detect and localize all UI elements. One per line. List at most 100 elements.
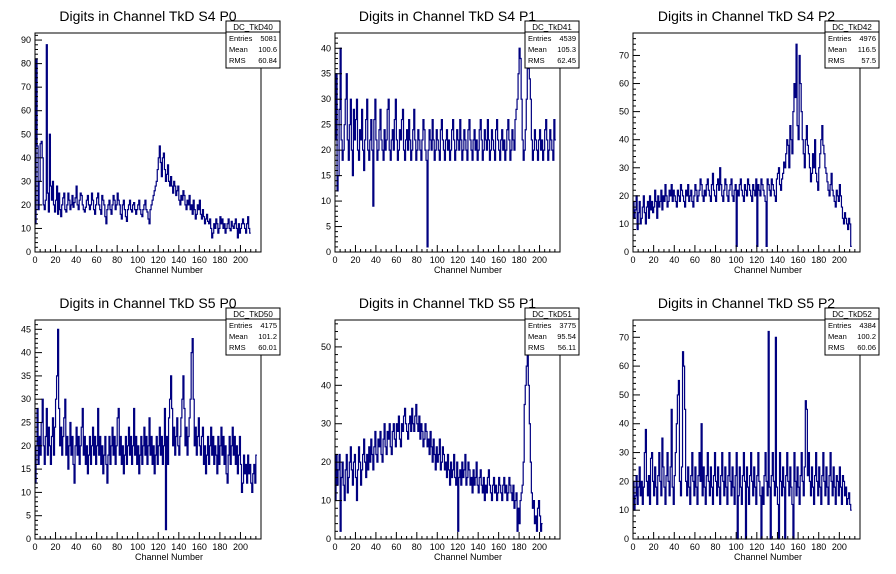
y-tick-label: 5 bbox=[326, 222, 331, 232]
chart-title: Digits in Channel TkD S5 P2 bbox=[658, 295, 835, 311]
y-tick-label: 20 bbox=[21, 200, 31, 210]
stats-value: 100.6 bbox=[258, 45, 277, 54]
stats-value: 101.2 bbox=[258, 332, 277, 341]
stats-box: DC_TkD40 Entries 5081 Mean 100.6 RMS 60.84 bbox=[225, 20, 281, 69]
y-tick-label: 0 bbox=[26, 534, 31, 544]
x-tick-label: 20 bbox=[51, 255, 61, 265]
y-tick-label: 70 bbox=[21, 82, 31, 92]
chart-title: Digits in Channel TkD S4 P1 bbox=[359, 8, 536, 24]
x-tick-label: 140 bbox=[471, 542, 486, 552]
y-tick-label: 0 bbox=[624, 534, 629, 544]
x-tick-label: 200 bbox=[832, 255, 847, 265]
x-tick-label: 100 bbox=[130, 542, 145, 552]
y-tick-label: 30 bbox=[21, 176, 31, 186]
chart-title: Digits in Channel TkD S5 P1 bbox=[359, 295, 536, 311]
y-tick-label: 0 bbox=[26, 247, 31, 257]
stats-box-frame bbox=[824, 307, 880, 356]
x-tick-label: 200 bbox=[233, 542, 248, 552]
y-tick-label: 30 bbox=[321, 94, 331, 104]
y-tick-label: 35 bbox=[21, 371, 31, 381]
x-tick-label: 100 bbox=[130, 255, 145, 265]
x-tick-label: 180 bbox=[212, 255, 227, 265]
x-tick-label: 140 bbox=[471, 255, 486, 265]
x-tick-label: 120 bbox=[749, 255, 764, 265]
x-tick-label: 80 bbox=[412, 255, 422, 265]
y-tick-label: 30 bbox=[619, 448, 629, 458]
x-tick-label: 180 bbox=[512, 542, 527, 552]
stats-value: 100.2 bbox=[857, 332, 876, 341]
x-tick-label: 100 bbox=[430, 255, 445, 265]
chart-title: Digits in Channel TkD S4 P2 bbox=[658, 8, 835, 24]
x-tick-label: 60 bbox=[391, 255, 401, 265]
stats-box-title: DC_TkD52 bbox=[832, 310, 872, 319]
y-tick-label: 40 bbox=[321, 380, 331, 390]
x-tick-label: 40 bbox=[71, 255, 81, 265]
y-tick-label: 5 bbox=[26, 511, 31, 521]
stats-box-title: DC_TkD40 bbox=[233, 23, 273, 32]
stats-value: 105.3 bbox=[557, 45, 576, 54]
stats-box-frame bbox=[524, 20, 580, 69]
x-tick-label: 80 bbox=[112, 542, 122, 552]
y-tick-label: 70 bbox=[619, 50, 629, 60]
stats-label: RMS bbox=[229, 343, 246, 352]
stats-box-title: DC_TkD51 bbox=[532, 310, 572, 319]
x-tick-label: 80 bbox=[711, 255, 721, 265]
x-tick-label: 160 bbox=[192, 542, 207, 552]
y-tick-label: 10 bbox=[619, 219, 629, 229]
x-tick-label: 100 bbox=[729, 255, 744, 265]
x-tick-label: 120 bbox=[749, 542, 764, 552]
x-tick-label: 200 bbox=[233, 255, 248, 265]
stats-box-frame bbox=[824, 20, 880, 69]
y-tick-label: 0 bbox=[326, 247, 331, 257]
x-tick-label: 120 bbox=[151, 542, 166, 552]
stats-box-frame bbox=[524, 307, 580, 356]
y-tick-label: 20 bbox=[321, 145, 331, 155]
y-tick-label: 10 bbox=[21, 223, 31, 233]
stats-value: 56.11 bbox=[558, 343, 576, 352]
y-tick-label: 20 bbox=[619, 191, 629, 201]
stats-box-title: DC_TkD42 bbox=[832, 23, 872, 32]
x-tick-label: 20 bbox=[649, 255, 659, 265]
x-axis-label: Channel Number bbox=[734, 552, 802, 562]
stats-value: 5081 bbox=[260, 34, 277, 43]
histogram-line bbox=[35, 328, 257, 531]
x-tick-label: 40 bbox=[669, 255, 679, 265]
x-tick-label: 200 bbox=[532, 542, 547, 552]
x-tick-label: 80 bbox=[711, 542, 721, 552]
x-tick-label: 200 bbox=[532, 255, 547, 265]
histogram-panel-5: Digits in Channel TkD S5 P20 20 40 60 80 100 1… bbox=[619, 295, 880, 562]
x-tick-label: 0 bbox=[332, 542, 337, 552]
y-tick-label: 40 bbox=[619, 419, 629, 429]
histogram-panel-3: Digits in Channel TkD S5 P00 20 40 60 80 100 1… bbox=[21, 295, 281, 562]
x-tick-label: 20 bbox=[51, 542, 61, 552]
x-tick-label: 20 bbox=[649, 542, 659, 552]
y-tick-label: 30 bbox=[21, 394, 31, 404]
stats-value: 57.5 bbox=[861, 56, 876, 65]
x-tick-label: 60 bbox=[690, 542, 700, 552]
x-tick-label: 0 bbox=[332, 255, 337, 265]
histogram-panel-1: Digits in Channel TkD S4 P10 20 40 60 80 100 1… bbox=[321, 8, 580, 275]
stats-label: RMS bbox=[828, 56, 845, 65]
x-tick-label: 180 bbox=[212, 542, 227, 552]
y-tick-label: 10 bbox=[21, 487, 31, 497]
histogram-line bbox=[633, 330, 852, 540]
y-tick-label: 30 bbox=[619, 163, 629, 173]
x-tick-label: 160 bbox=[491, 542, 506, 552]
x-tick-label: 20 bbox=[350, 255, 360, 265]
stats-value: 4175 bbox=[260, 321, 277, 330]
x-tick-label: 160 bbox=[192, 255, 207, 265]
stats-label: RMS bbox=[528, 56, 545, 65]
stats-value: 4976 bbox=[859, 34, 876, 43]
stats-value: 60.01 bbox=[258, 343, 277, 352]
histogram-line bbox=[633, 43, 852, 247]
stats-box: DC_TkD50 Entries 4175 Mean 101.2 RMS 60.01 bbox=[225, 307, 281, 356]
x-tick-label: 140 bbox=[770, 255, 785, 265]
histogram-line bbox=[35, 44, 251, 239]
stats-value: 60.06 bbox=[857, 343, 876, 352]
y-tick-label: 50 bbox=[21, 129, 31, 139]
stats-label: Mean bbox=[828, 45, 847, 54]
y-tick-label: 30 bbox=[321, 419, 331, 429]
stats-label: Mean bbox=[828, 332, 847, 341]
y-tick-label: 35 bbox=[321, 69, 331, 79]
